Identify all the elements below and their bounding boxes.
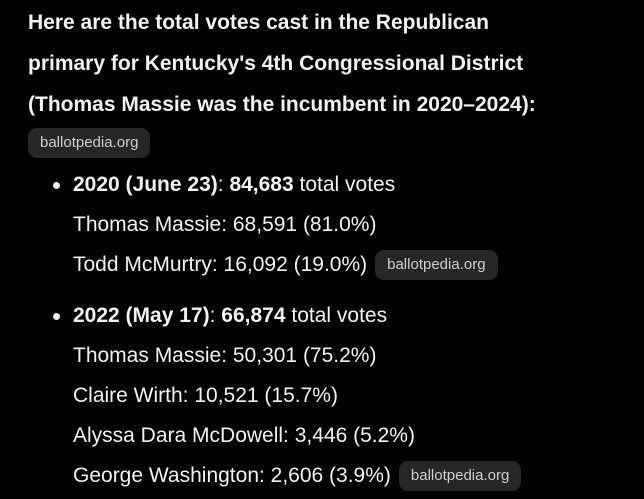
list-item: 2022 (May 17): 66,874 total votes Thomas … xyxy=(50,296,522,496)
item-total: 66,874 xyxy=(221,304,286,327)
result-text: Claire Wirth: 10,521 (15.7%) xyxy=(73,384,338,407)
result-line: George Washington: 2,606 (3.9%) ballotped… xyxy=(50,456,522,496)
item-total: 84,683 xyxy=(229,173,294,196)
source-chip[interactable]: ballotpedia.org xyxy=(398,461,522,492)
separator: : xyxy=(217,173,224,196)
result-line: Thomas Massie: 50,301 (75.2%) xyxy=(50,336,521,376)
intro-line: (Thomas Massie was the incumbent in 2020… xyxy=(28,93,536,116)
intro-line: primary for Kentucky's 4th Congressional… xyxy=(28,52,524,75)
list-item: 2020 (June 23): 84,683 total votes Thomas… xyxy=(50,165,498,285)
item-label: 2022 (May 17) xyxy=(73,304,210,327)
item-suffix: total votes xyxy=(299,173,396,196)
item-label: 2020 (June 23) xyxy=(73,173,218,196)
separator: : xyxy=(209,304,216,327)
result-line: Thomas Massie: 68,591 (81.0%) xyxy=(50,205,498,245)
intro-text: Here are the total votes cast in the Rep… xyxy=(28,2,536,125)
result-line: Alyssa Dara McDowell: 3,446 (5.2%) xyxy=(50,416,521,456)
item-heading: 2022 (May 17): 66,874 total votes xyxy=(50,296,521,336)
source-chip[interactable]: ballotpedia.org xyxy=(375,250,498,281)
source-chip[interactable]: ballotpedia.org xyxy=(28,128,151,158)
item-heading: 2020 (June 23): 84,683 total votes xyxy=(50,165,498,205)
result-line: Todd McMurtry: 16,092 (19.0%) ballotpedia… xyxy=(50,245,498,285)
result-text: Thomas Massie: 50,301 (75.2%) xyxy=(73,344,377,367)
result-line: Claire Wirth: 10,521 (15.7%) xyxy=(50,376,521,416)
result-text: Todd McMurtry: 16,092 (19.0%) xyxy=(73,253,368,276)
intro-line: Here are the total votes cast in the Rep… xyxy=(28,11,489,34)
result-text: Thomas Massie: 68,591 (81.0%) xyxy=(73,213,377,236)
result-text: George Washington: 2,606 (3.9%) xyxy=(73,464,391,487)
item-suffix: total votes xyxy=(291,304,388,327)
result-text: Alyssa Dara McDowell: 3,446 (5.2%) xyxy=(73,424,415,447)
